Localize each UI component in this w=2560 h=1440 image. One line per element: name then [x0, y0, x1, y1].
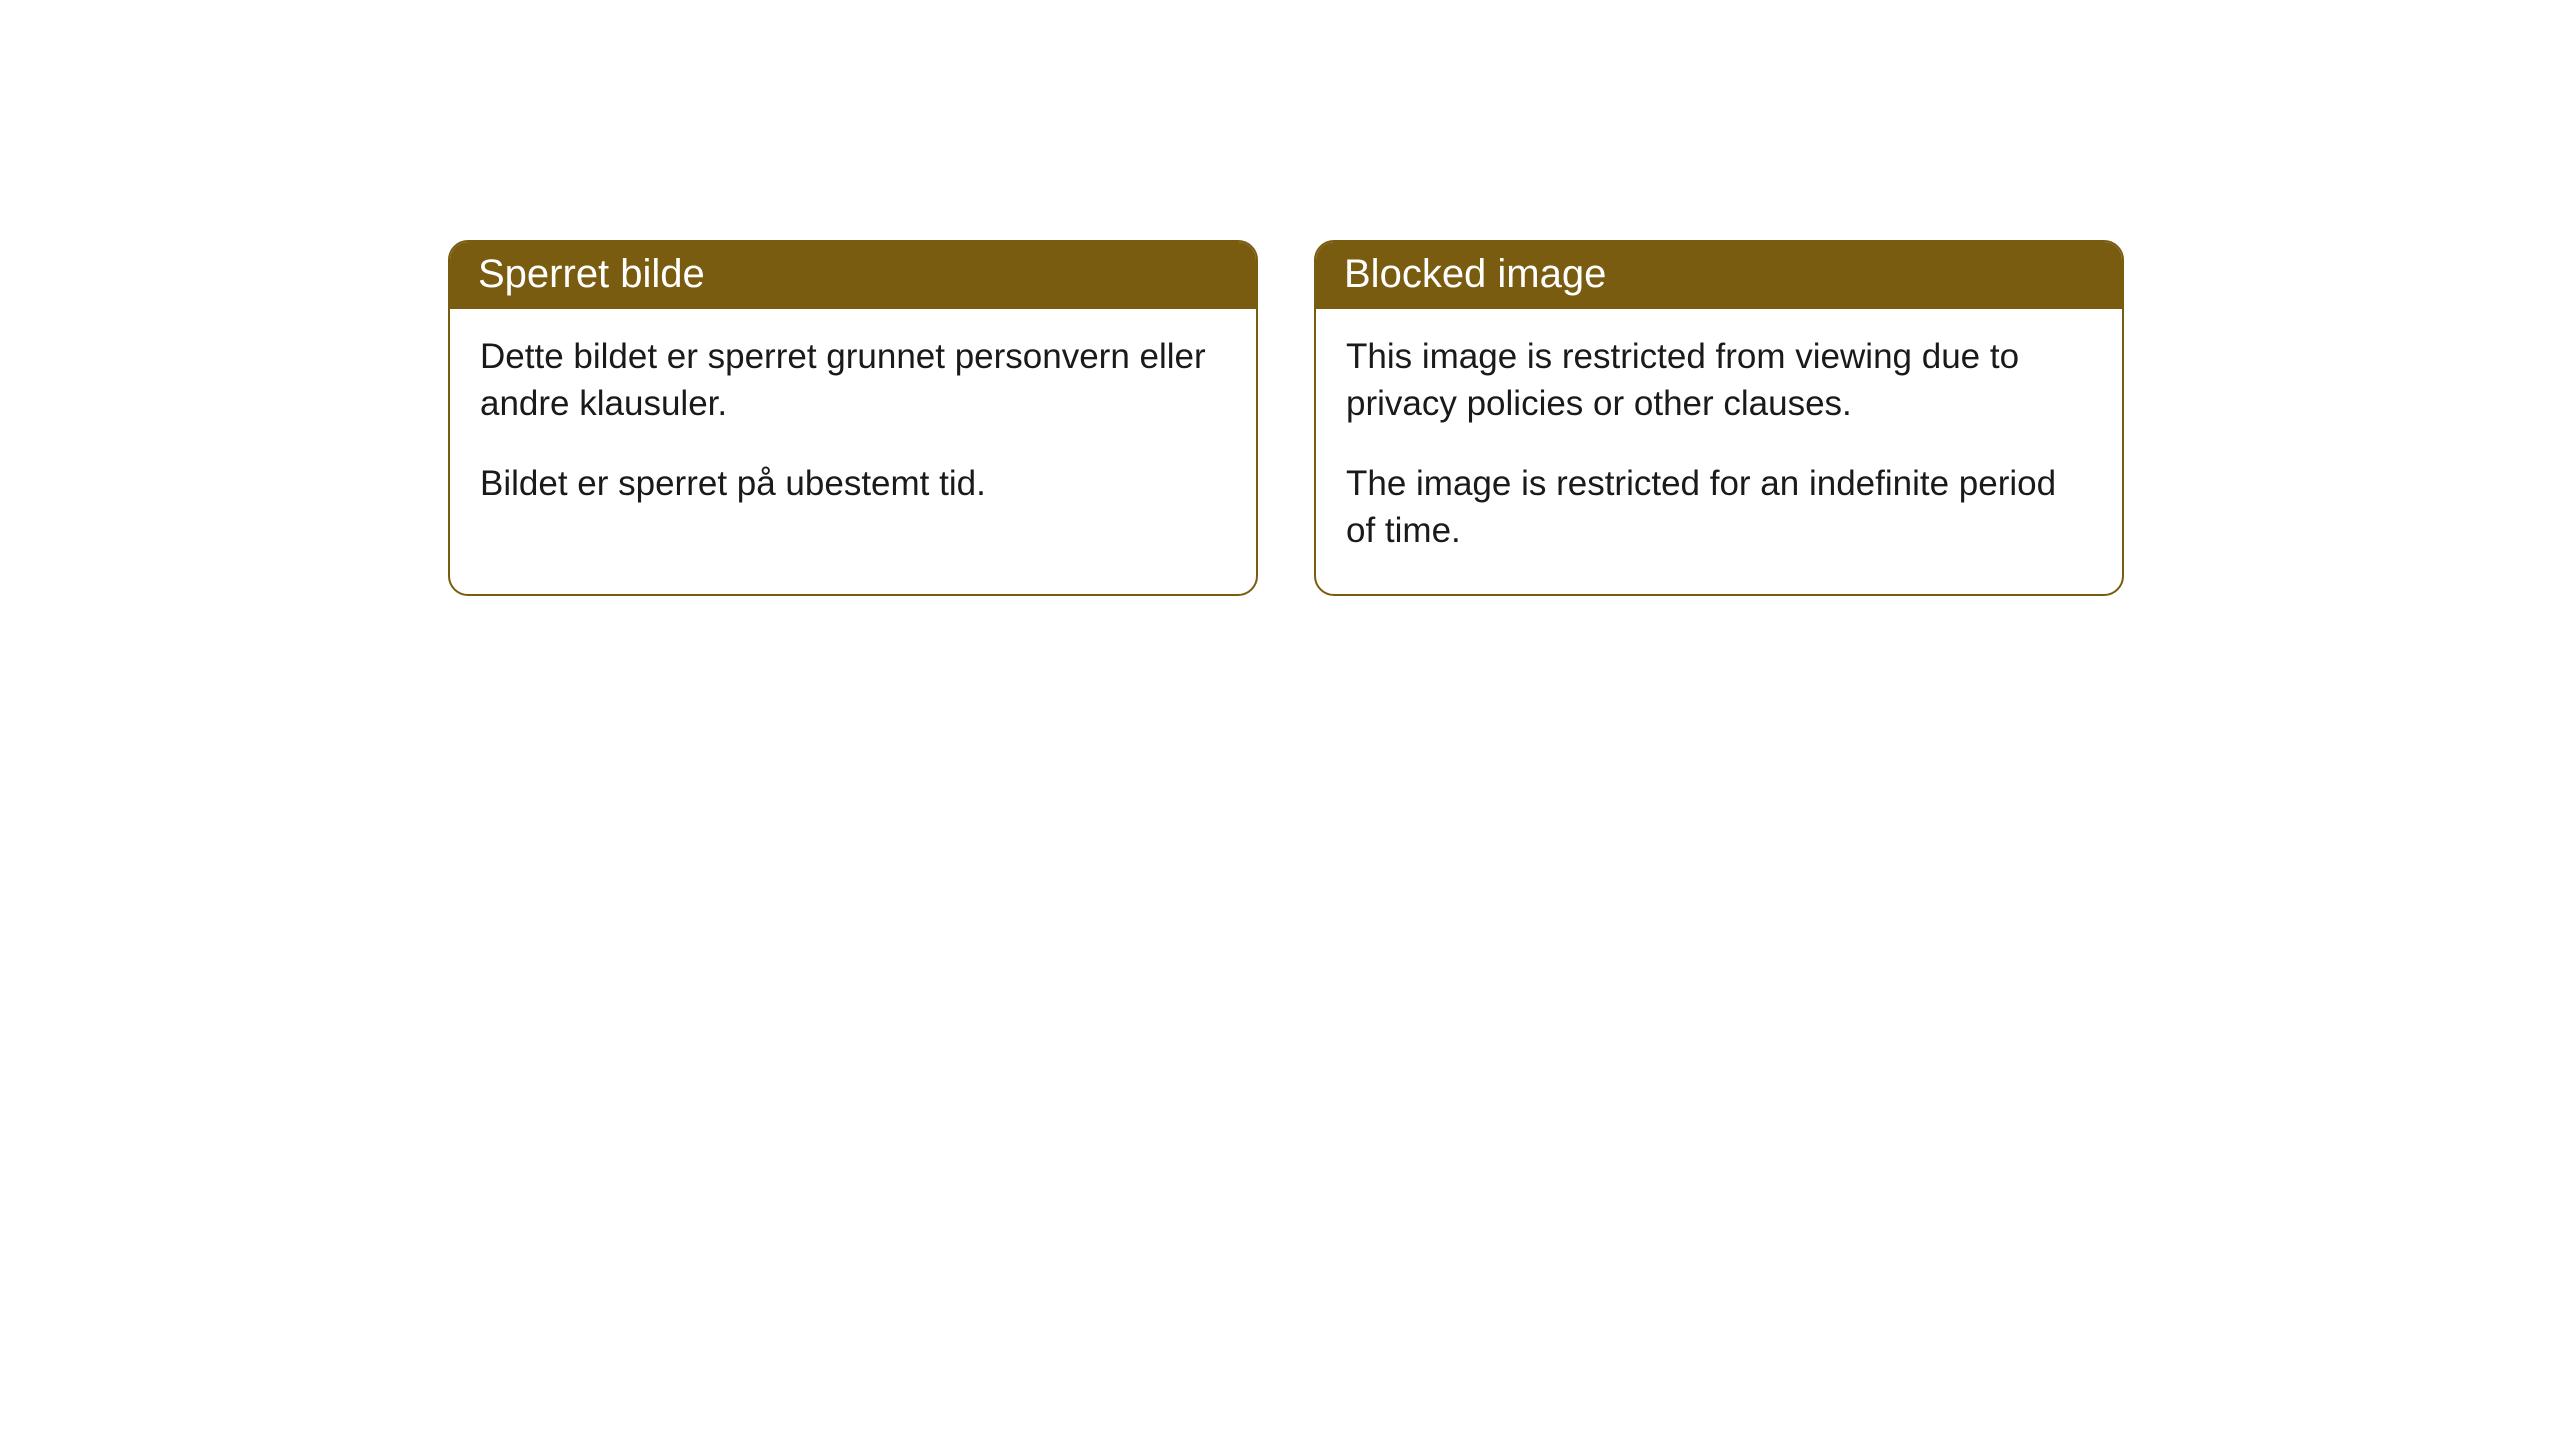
card-body: This image is restricted from viewing du… — [1316, 309, 2122, 594]
card-body: Dette bildet er sperret grunnet personve… — [450, 309, 1256, 547]
blocked-image-card-english: Blocked image This image is restricted f… — [1314, 240, 2124, 596]
card-paragraph-2: The image is restricted for an indefinit… — [1346, 460, 2092, 555]
card-header: Sperret bilde — [450, 242, 1256, 309]
card-paragraph-1: This image is restricted from viewing du… — [1346, 333, 2092, 428]
card-title: Blocked image — [1344, 252, 1606, 296]
cards-container: Sperret bilde Dette bildet er sperret gr… — [0, 0, 2560, 596]
card-paragraph-2: Bildet er sperret på ubestemt tid. — [480, 460, 1226, 507]
blocked-image-card-norwegian: Sperret bilde Dette bildet er sperret gr… — [448, 240, 1258, 596]
card-title: Sperret bilde — [478, 252, 705, 296]
card-paragraph-1: Dette bildet er sperret grunnet personve… — [480, 333, 1226, 428]
card-header: Blocked image — [1316, 242, 2122, 309]
